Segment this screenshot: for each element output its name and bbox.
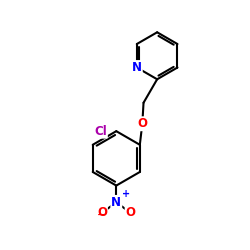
Text: Cl: Cl bbox=[94, 125, 107, 138]
Text: +: + bbox=[122, 190, 130, 200]
Text: O: O bbox=[126, 206, 136, 219]
Text: N: N bbox=[111, 196, 121, 209]
Text: O: O bbox=[97, 206, 107, 219]
Text: N: N bbox=[132, 61, 142, 74]
Text: −: − bbox=[96, 210, 106, 220]
Text: O: O bbox=[137, 117, 147, 130]
